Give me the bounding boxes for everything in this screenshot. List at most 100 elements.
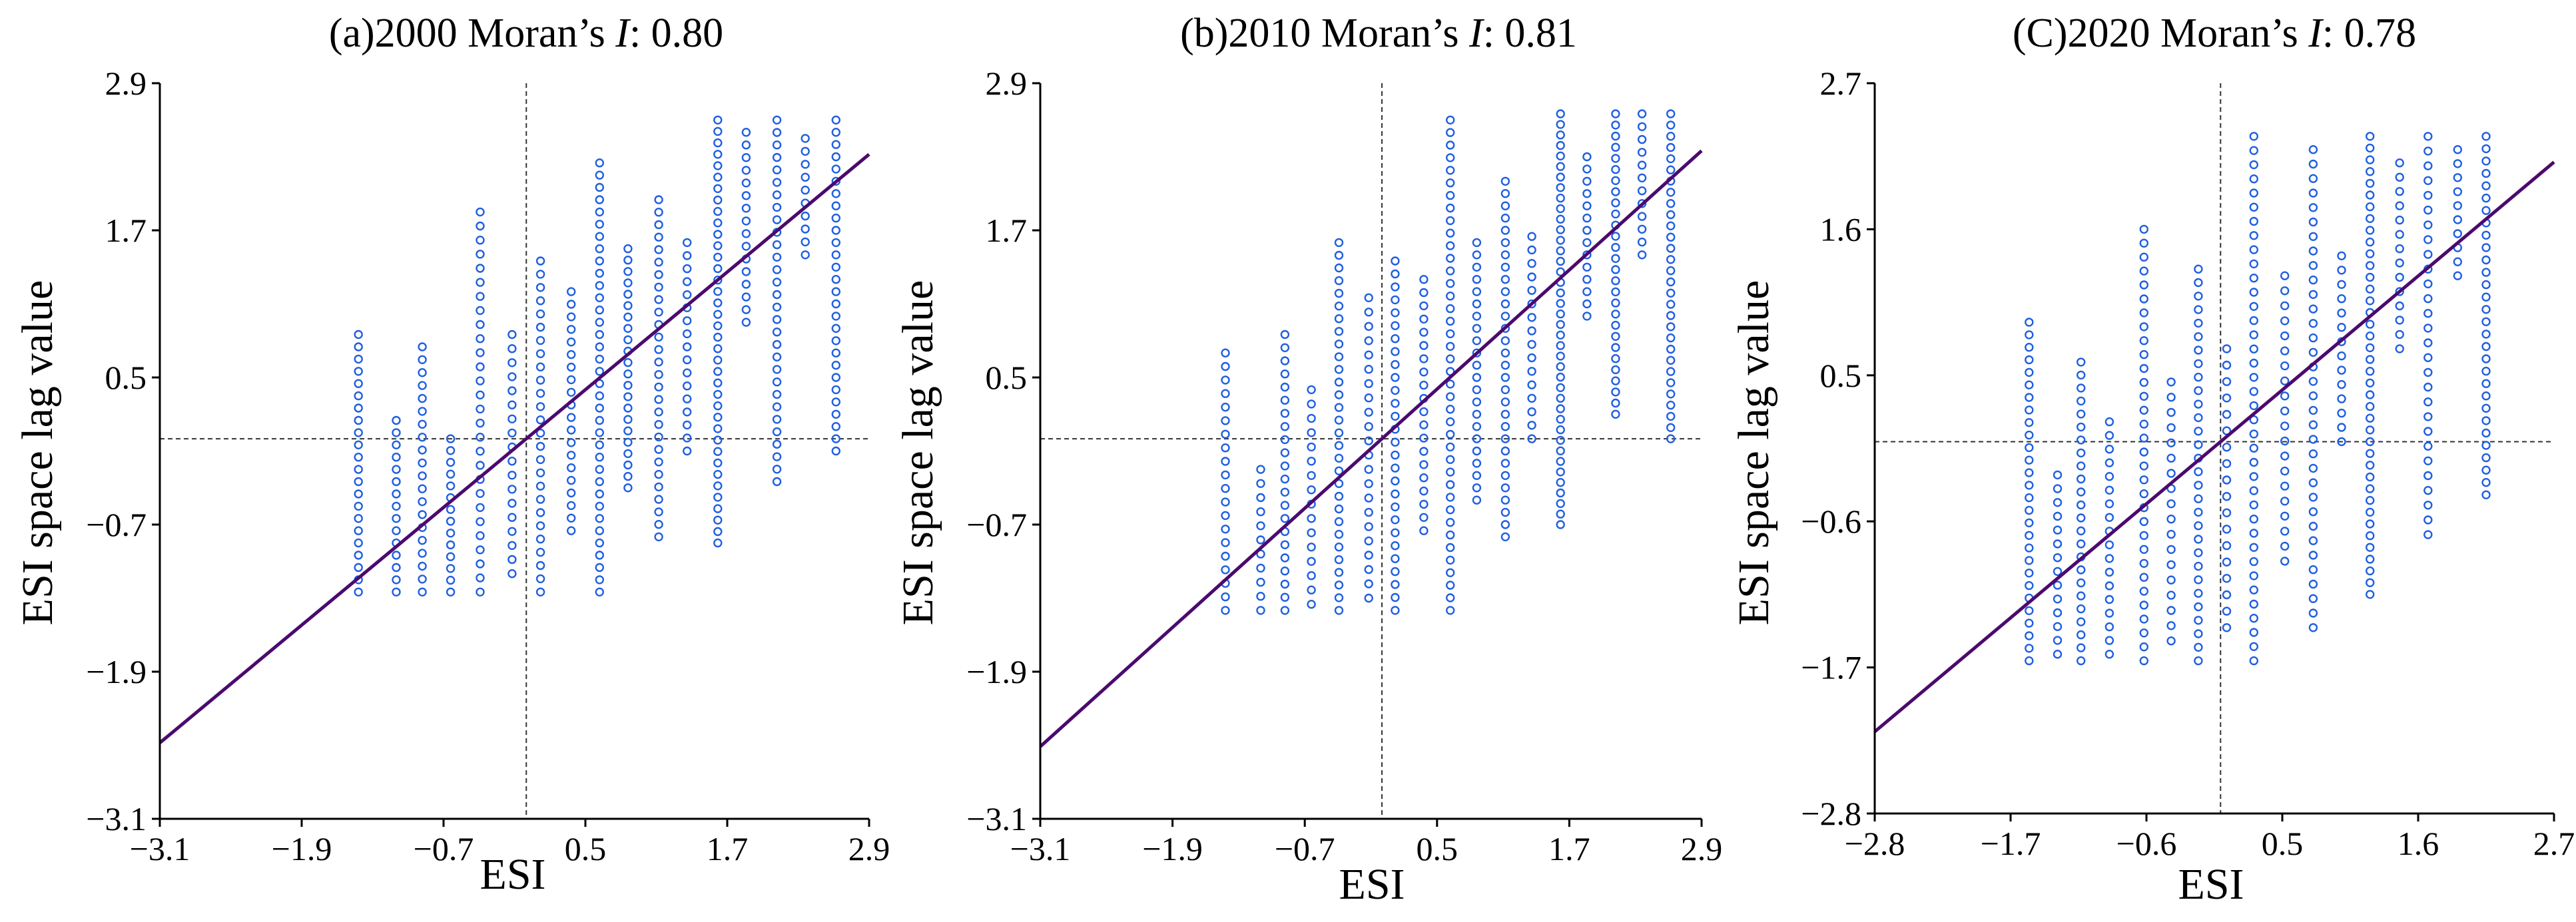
panel-c-point: [2222, 475, 2232, 485]
panel-a-point: [507, 386, 517, 395]
panel-b-point: [1280, 606, 1290, 615]
panel-a-point: [392, 587, 401, 596]
panel-a-point: [713, 458, 723, 468]
panel-a-point: [713, 424, 723, 433]
panel-a-point: [741, 280, 751, 289]
panel-a-point: [567, 349, 576, 359]
panel-b-point: [1334, 352, 1344, 361]
panel-b-point: [1527, 259, 1536, 268]
panel-a-point: [654, 282, 663, 292]
panel-a-point: [831, 152, 841, 162]
panel-b-point: [1364, 308, 1373, 317]
panel-a-point: [507, 457, 517, 466]
panel-c-point: [2222, 541, 2232, 551]
panel-c-y-label: ESI space lag value: [1730, 280, 1778, 626]
panel-a-point: [476, 531, 485, 541]
panel-a-point: [713, 321, 723, 331]
panel-b-point: [1637, 134, 1647, 144]
panel-b-point: [1280, 514, 1290, 523]
panel-a-point: [507, 414, 517, 423]
panel-a-point: [418, 445, 427, 455]
panel-b-point: [1500, 275, 1510, 284]
panel-c-point: [2139, 628, 2149, 638]
panel-a-point: [623, 426, 633, 435]
panel-b-point: [1419, 328, 1429, 337]
panel-c-point: [2365, 132, 2375, 141]
panel-a-point: [595, 293, 604, 302]
panel-b-point: [1334, 276, 1344, 286]
panel-a-point: [392, 428, 401, 437]
panel-a-point: [507, 471, 517, 480]
panel-b-point: [1500, 471, 1510, 480]
panel-a-point: [567, 413, 576, 422]
panel-a-point: [567, 438, 576, 447]
panel-b-point: [1334, 340, 1344, 349]
panel-c-point: [2481, 354, 2491, 363]
panel-c-point: [2194, 264, 2203, 274]
panel-c-point: [2423, 250, 2433, 259]
panel-a-point: [354, 477, 363, 487]
panel-a-point: [418, 471, 427, 481]
panel-a-point: [535, 481, 545, 491]
panel-a-x-label: ESI: [480, 850, 546, 899]
panel-a-point: [595, 244, 604, 254]
panel-b-point: [1445, 505, 1455, 515]
panel-a-point: [654, 369, 663, 379]
panel-b-point: [1364, 593, 1373, 603]
panel-a-point: [476, 404, 485, 414]
panel-a-point: [682, 394, 692, 403]
panel-b-point: [1334, 568, 1344, 577]
panel-c-point: [2076, 487, 2086, 497]
panel-c-point: [2481, 366, 2491, 376]
panel-c-point: [2365, 355, 2375, 364]
panel-c-point: [2423, 486, 2433, 495]
panel-c-point: [2166, 636, 2176, 646]
panel-a-point: [354, 551, 363, 560]
panel-b-point: [1582, 238, 1592, 248]
panel-a-point: [741, 216, 751, 226]
panel-a-point: [831, 275, 841, 284]
panel-b-point: [1472, 250, 1482, 260]
panel-a-point: [772, 427, 782, 437]
panel-a-point: [476, 278, 485, 287]
panel-c-point: [2166, 499, 2176, 509]
panel-a-point: [831, 164, 841, 174]
panel-b-point: [1445, 228, 1455, 238]
panel-b-point: [1500, 385, 1510, 395]
panel-a-point: [418, 419, 427, 429]
panel-b-point: [1556, 299, 1565, 308]
panel-b-point: [1307, 442, 1316, 452]
panel-c-point: [2481, 168, 2491, 178]
panel-b-point: [1334, 365, 1344, 374]
panel-b-point: [1556, 140, 1565, 150]
panel-b-point: [1666, 131, 1676, 141]
panel-a-point: [772, 128, 782, 137]
panel-a-point: [595, 281, 604, 290]
panel-b-point: [1307, 428, 1316, 437]
panel-c-point: [2166, 606, 2176, 615]
panel-c-point: [2365, 237, 2375, 247]
panel-b-point: [1472, 262, 1482, 272]
panel-c-point: [2222, 557, 2232, 567]
panel-b-point: [1556, 246, 1565, 256]
panel-a-point: [772, 202, 782, 212]
panel-a-point: [831, 176, 841, 186]
panel-a-point: [831, 348, 841, 357]
panel-a-point: [507, 527, 517, 536]
panel-c-point: [2053, 539, 2063, 549]
panel-a-point: [595, 391, 604, 401]
panel-a-x-tick-label: 2.9: [848, 830, 890, 867]
panel-c-point: [2337, 423, 2346, 432]
panel-c-point: [2308, 463, 2318, 473]
panel-a-point: [507, 485, 517, 494]
panel-b-point: [1221, 389, 1230, 398]
panel-a-point: [392, 465, 401, 474]
panel-a-point: [623, 460, 633, 470]
panel-c-point: [2104, 458, 2114, 467]
panel-a-point: [623, 290, 633, 299]
panel-b-point: [1280, 356, 1290, 365]
panel-b-point: [1391, 489, 1400, 499]
panel-a-point: [535, 535, 545, 544]
panel-c-point: [2423, 456, 2433, 465]
panel-b-point: [1334, 250, 1344, 260]
